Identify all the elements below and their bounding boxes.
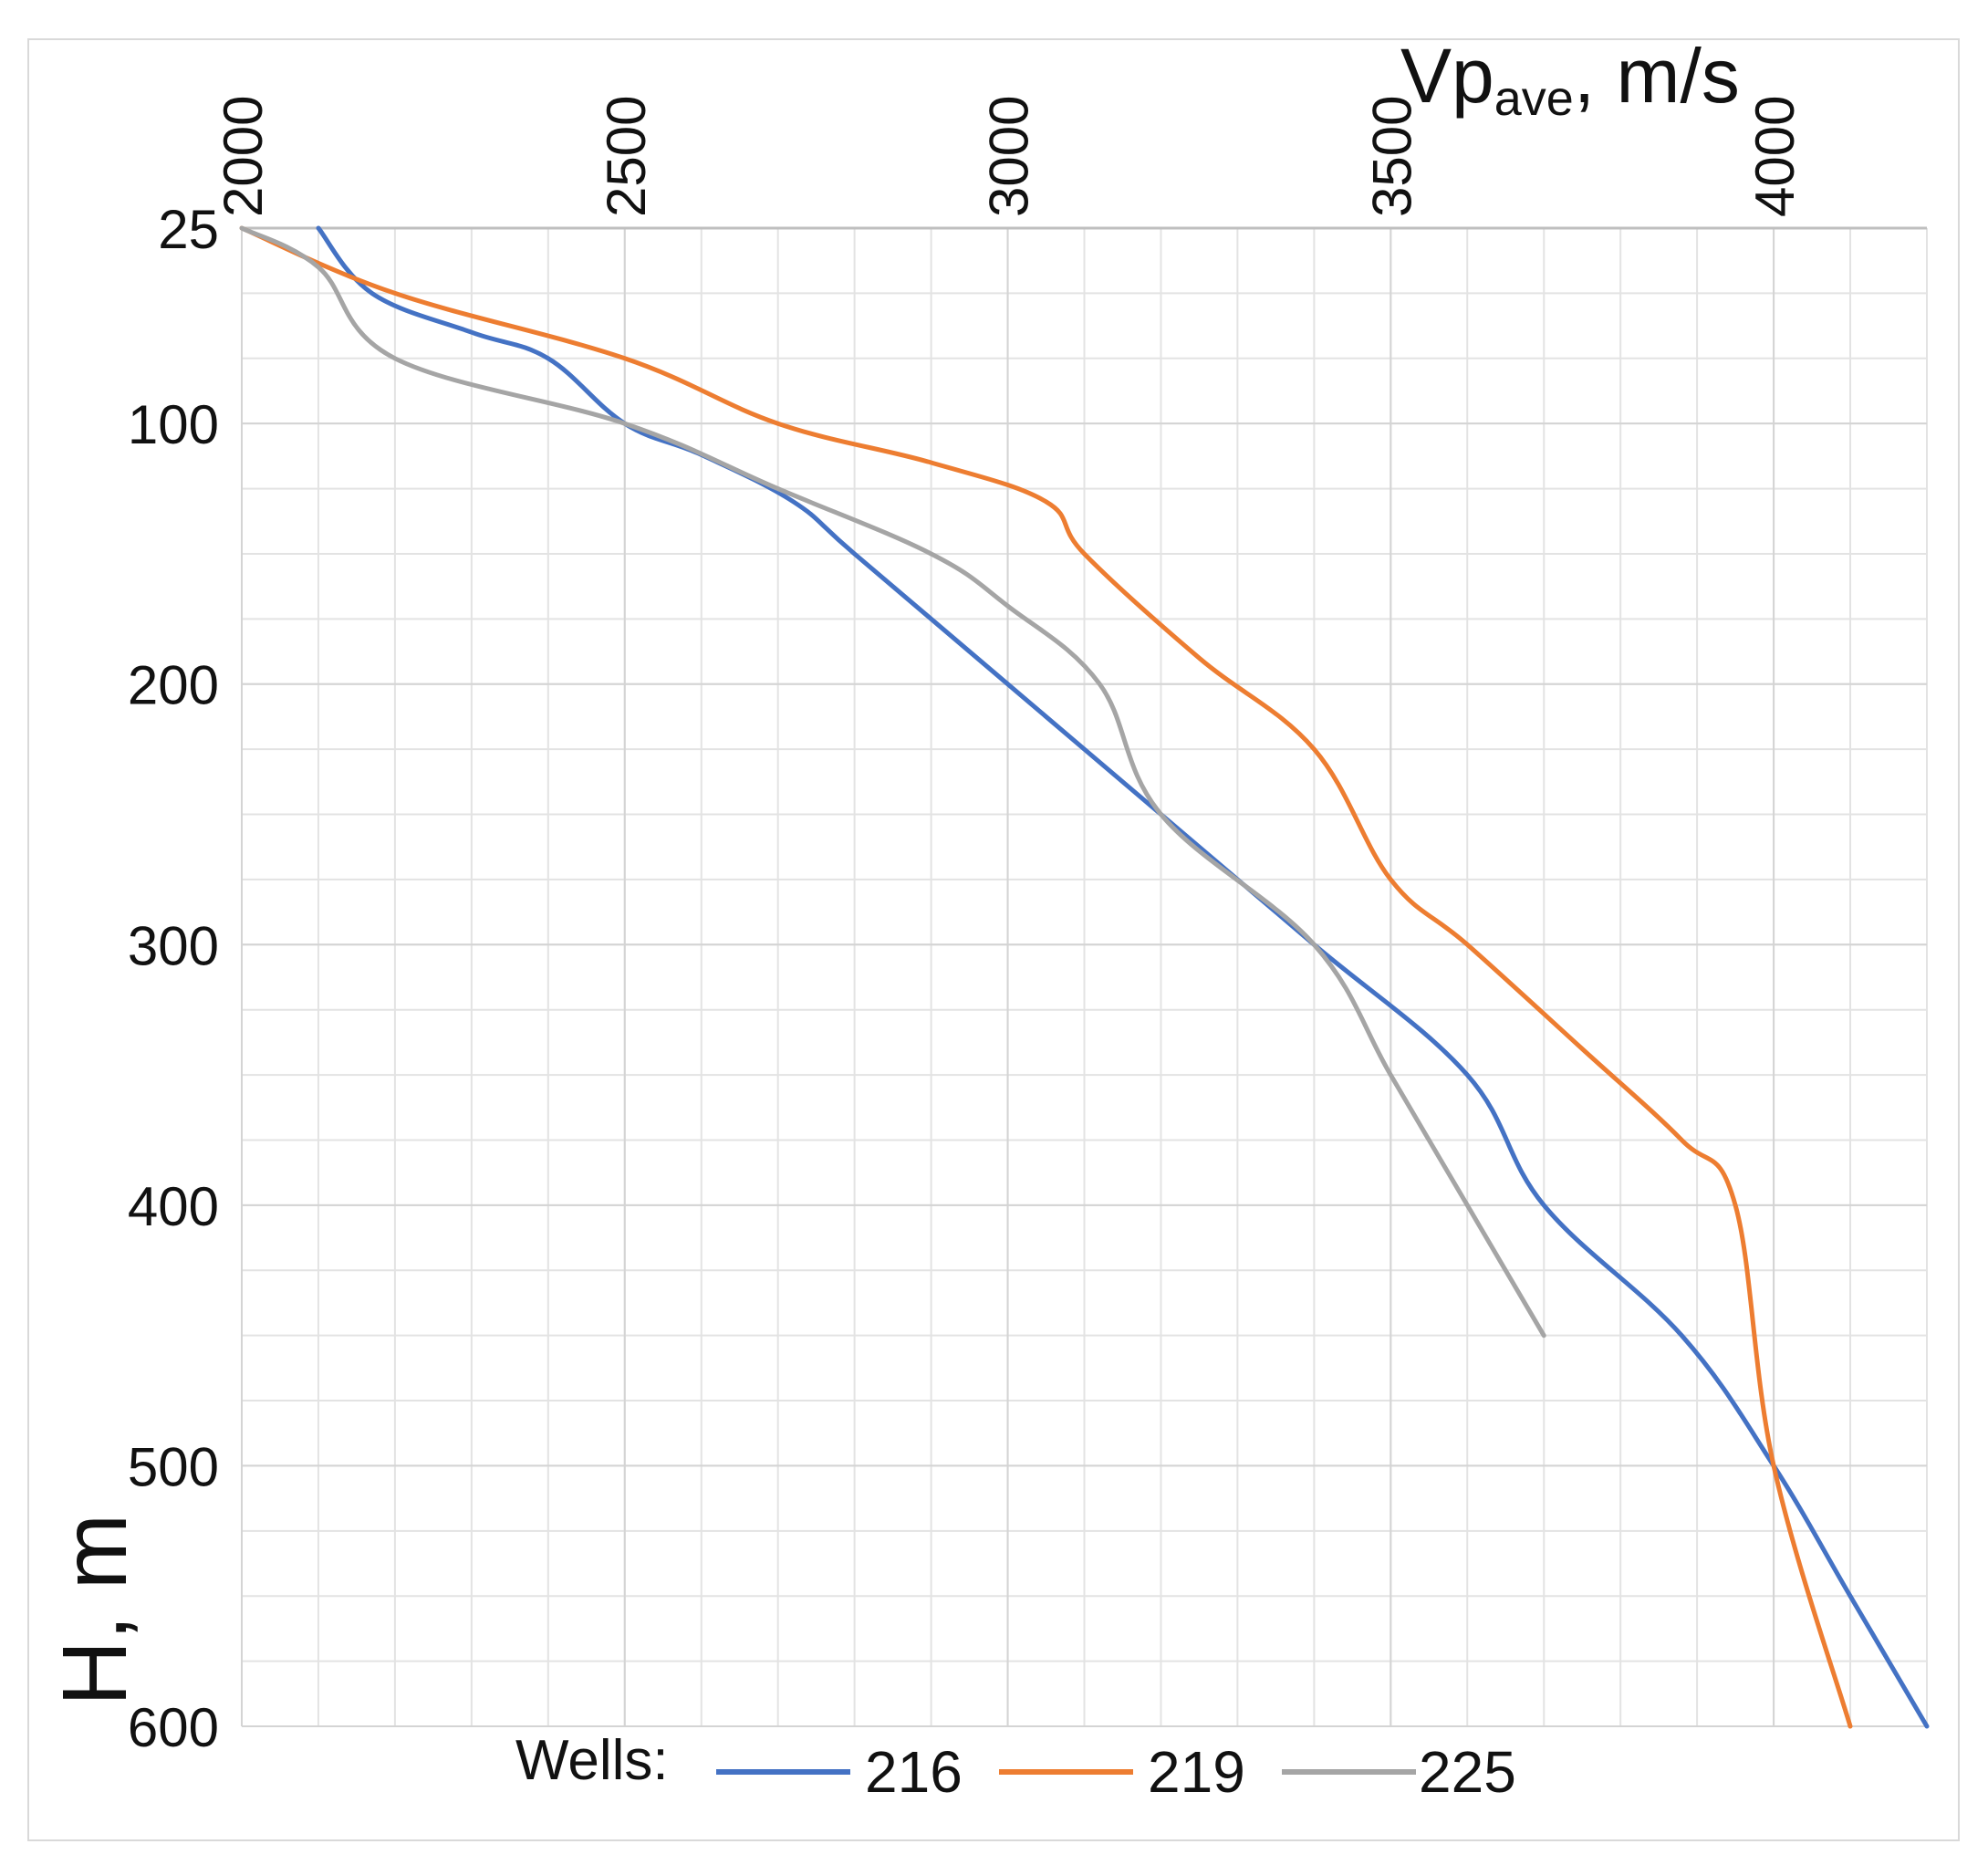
legend-label-225: 225 (1419, 1739, 1516, 1805)
legend-label-216: 216 (865, 1739, 963, 1805)
y-tick-label: 300 (128, 915, 219, 976)
x-tick-labels: 2000 2500 3000 3500 4000 (213, 96, 1806, 217)
legend-label-219: 219 (1148, 1739, 1245, 1805)
series-lines (239, 225, 1930, 1729)
x-tick-label: 2500 (596, 96, 657, 217)
major-gridlines (241, 226, 1927, 1727)
y-tick-label: 500 (128, 1436, 219, 1497)
y-tick-label: 400 (128, 1176, 219, 1237)
legend-title: Wells: (515, 1729, 669, 1792)
x-axis-title-unit: , m/s (1574, 33, 1740, 119)
x-tick-label: 3000 (979, 96, 1040, 217)
legend: Wells: 216 219 225 (515, 1729, 1516, 1805)
x-axis-title-main: Vp (1400, 33, 1494, 119)
y-tick-label: 200 (128, 655, 219, 716)
x-axis-title: Vpave, m/s (1400, 33, 1740, 126)
chart-frame (27, 38, 1960, 1841)
series-line-219 (239, 225, 1853, 1729)
x-tick-label: 2000 (213, 96, 274, 217)
y-tick-labels: 25 100 200 300 400 500 600 (128, 199, 219, 1758)
y-tick-label: 100 (128, 394, 219, 455)
series-line-225 (239, 225, 1546, 1339)
y-axis-title: H, m (44, 1514, 146, 1706)
y-tick-label: 600 (128, 1697, 219, 1758)
x-tick-label: 3500 (1361, 96, 1422, 217)
y-tick-label: 25 (158, 199, 219, 260)
minor-gridlines (241, 227, 1928, 1727)
series-line-216 (316, 225, 1930, 1729)
x-axis-title-subscript: ave (1494, 71, 1574, 126)
x-tick-label: 4000 (1744, 96, 1806, 217)
